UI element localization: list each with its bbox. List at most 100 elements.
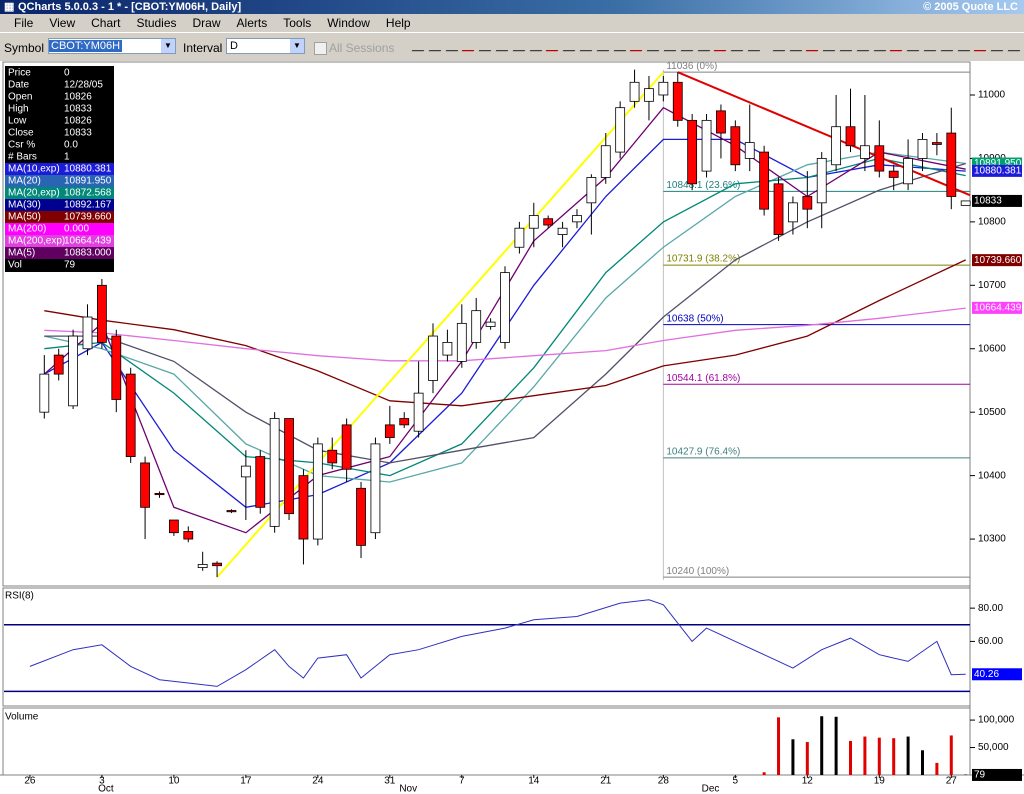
symbol-input[interactable]: CBOT:YM06H ▼ — [48, 38, 176, 54]
x-tick-label: 12 — [802, 776, 814, 787]
candle-body — [759, 151, 770, 210]
tool-button[interactable] — [680, 42, 698, 52]
candle-body — [831, 126, 842, 166]
candle-body — [946, 132, 957, 197]
row-value: 10891.950 — [64, 176, 112, 187]
candle-body — [413, 392, 424, 432]
tool-button[interactable] — [445, 42, 463, 52]
row-label: Price — [8, 68, 31, 79]
tool-button[interactable] — [873, 42, 891, 52]
tool-button[interactable] — [495, 42, 513, 52]
tool-button[interactable] — [411, 42, 429, 52]
volume-bar — [777, 717, 781, 775]
menu-item[interactable]: File — [14, 16, 34, 30]
candle-body — [917, 138, 928, 159]
row-label: Low — [8, 116, 27, 127]
symbol-value[interactable]: CBOT:YM06H — [49, 40, 123, 52]
menu-item[interactable]: Chart — [91, 16, 121, 30]
tool-button[interactable] — [973, 42, 991, 52]
volume-bar — [834, 716, 838, 775]
candle-body — [96, 284, 107, 343]
tool-button[interactable] — [646, 42, 664, 52]
moving-average — [43, 138, 966, 508]
row-label: MA(200,exp) — [8, 236, 65, 247]
menu-item[interactable]: Alerts — [236, 16, 268, 30]
fib-label: 10848.1 (23.6%) — [666, 180, 740, 191]
tool-button[interactable] — [990, 42, 1008, 52]
candle-body — [240, 465, 251, 478]
menu-item[interactable]: Help — [385, 16, 411, 30]
tool-button[interactable] — [613, 42, 631, 52]
tool-button[interactable] — [856, 42, 874, 52]
tool-button[interactable] — [747, 42, 765, 52]
dropdown-button[interactable]: ▼ — [290, 39, 304, 53]
row-label: Csr % — [8, 140, 35, 151]
tool-button[interactable] — [889, 42, 907, 52]
x-tick-label: 10 — [168, 776, 180, 787]
candle-body — [788, 202, 798, 223]
tool-button[interactable] — [512, 42, 530, 52]
candle-body — [687, 119, 698, 185]
row-label: MA(50) — [8, 212, 41, 223]
tool-button[interactable] — [428, 42, 446, 52]
moving-average — [44, 151, 966, 483]
tool-button[interactable] — [663, 42, 681, 52]
tool-button[interactable] — [940, 42, 958, 52]
tool-button[interactable] — [579, 42, 597, 52]
tool-button[interactable] — [805, 42, 823, 52]
tool-button[interactable] — [461, 42, 479, 52]
row-bg — [5, 223, 114, 235]
tool-button[interactable] — [562, 42, 580, 52]
row-value: 10664.439 — [64, 236, 112, 247]
tool-button[interactable] — [839, 42, 857, 52]
tool-button[interactable] — [789, 42, 807, 52]
candle-body — [140, 462, 150, 508]
sessions-label[interactable]: All Sessions — [329, 41, 395, 55]
candle-body — [629, 81, 640, 102]
row-label: MA(5) — [8, 248, 35, 259]
tool-button[interactable] — [545, 42, 563, 52]
volume-bar — [791, 739, 795, 775]
interval-input[interactable]: D ▼ — [226, 38, 305, 54]
tool-button[interactable] — [596, 42, 614, 52]
candle-body — [312, 443, 323, 540]
tool-button[interactable] — [629, 42, 647, 52]
panel-title: Volume — [5, 712, 39, 723]
volume-bar — [820, 716, 824, 775]
tool-button[interactable] — [529, 42, 547, 52]
menu-item[interactable]: View — [49, 16, 76, 30]
tool-button[interactable] — [923, 42, 941, 52]
menu-item[interactable]: Tools — [283, 16, 312, 30]
candle-body — [183, 531, 194, 540]
interval-value[interactable]: D — [230, 40, 238, 52]
x-tick-label: 3 — [99, 776, 105, 787]
price-tag — [972, 668, 1022, 681]
candle-body — [125, 373, 136, 457]
row-label: MA(10,exp) — [8, 164, 60, 175]
dropdown-button[interactable]: ▼ — [161, 39, 175, 53]
candle-body — [53, 354, 64, 375]
fib-label: 10544.1 (61.8%) — [666, 373, 740, 384]
candle-body — [543, 218, 554, 226]
tool-button[interactable] — [697, 42, 715, 52]
tool-button[interactable] — [772, 42, 790, 52]
symbol-label: Symbol — [4, 41, 45, 55]
tool-button[interactable] — [957, 42, 975, 52]
tool-button[interactable] — [713, 42, 731, 52]
price-tag — [972, 768, 1022, 781]
menu-item[interactable]: Window — [327, 16, 370, 30]
price-tag-label: 10833 — [974, 196, 1002, 207]
x-tick-label: 24 — [312, 776, 324, 787]
tool-button[interactable] — [906, 42, 924, 52]
menu-item[interactable]: Draw — [192, 16, 221, 30]
tool-button[interactable] — [730, 42, 748, 52]
row-value: 12/28/05 — [64, 80, 103, 91]
candle-body — [903, 158, 913, 185]
tool-button[interactable] — [822, 42, 840, 52]
menu-item[interactable]: Studies — [136, 16, 177, 30]
candle-body — [255, 456, 266, 508]
sessions-checkbox[interactable] — [314, 42, 327, 55]
tool-button[interactable] — [1007, 42, 1024, 52]
tool-button[interactable] — [478, 42, 496, 52]
candle-body — [528, 215, 539, 229]
